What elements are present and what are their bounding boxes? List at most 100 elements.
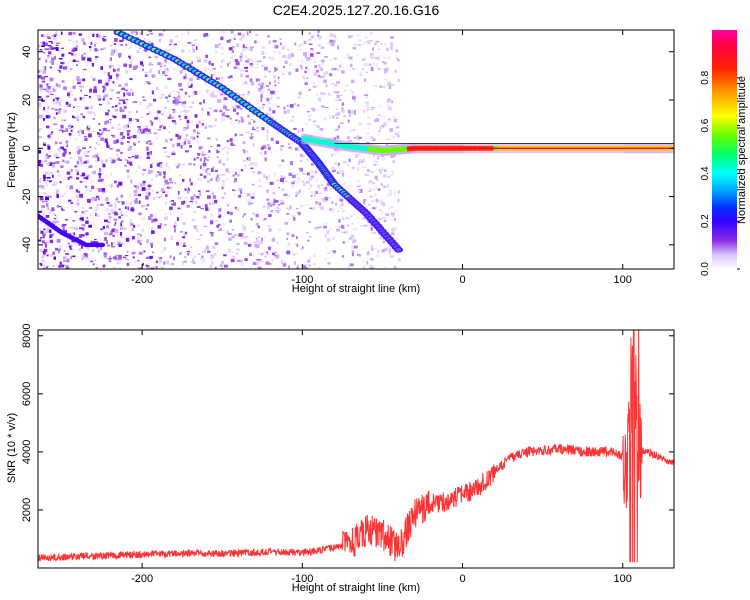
noise-cell: [398, 258, 401, 262]
noise-cell: [203, 99, 205, 104]
noise-cell: [118, 157, 120, 160]
noise-cell: [169, 178, 172, 181]
noise-cell: [70, 125, 74, 128]
noise-cell: [72, 59, 76, 63]
noise-cell: [388, 104, 391, 108]
noise-cell: [317, 30, 320, 34]
noise-cell: [136, 201, 139, 205]
noise-cell: [211, 261, 214, 265]
noise-cell: [367, 40, 371, 45]
noise-cell: [323, 79, 327, 83]
noise-cell: [250, 65, 254, 69]
noise-cell: [98, 175, 101, 179]
noise-cell: [112, 242, 115, 245]
noise-cell: [214, 118, 217, 122]
noise-cell: [203, 58, 208, 63]
noise-cell: [188, 188, 190, 192]
noise-cell: [331, 208, 335, 213]
noise-cell: [341, 216, 345, 219]
noise-cell: [209, 264, 213, 268]
noise-cell: [56, 42, 60, 44]
noise-cell: [52, 251, 55, 255]
noise-cell: [391, 46, 393, 50]
noise-cell: [196, 124, 199, 129]
noise-cell: [133, 224, 136, 228]
noise-cell: [151, 122, 154, 126]
noise-cell: [391, 100, 394, 104]
noise-cell: [182, 178, 185, 182]
noise-cell: [228, 40, 231, 44]
noise-cell: [342, 259, 345, 261]
noise-cell: [261, 219, 266, 221]
noise-cell: [69, 157, 73, 159]
noise-cell: [61, 80, 65, 83]
noise-cell: [210, 74, 213, 78]
noise-cell: [86, 174, 91, 177]
noise-cell: [42, 52, 46, 54]
noise-cell: [38, 43, 40, 46]
noise-cell: [193, 255, 197, 259]
noise-cell: [317, 74, 321, 78]
noise-cell: [118, 53, 122, 57]
noise-cell: [78, 156, 83, 160]
noise-cell: [113, 69, 117, 72]
noise-cell: [211, 63, 214, 66]
noise-cell: [68, 52, 72, 55]
noise-cell: [262, 237, 266, 239]
noise-cell: [296, 243, 299, 248]
noise-cell: [157, 62, 162, 66]
noise-cell: [162, 71, 166, 75]
noise-cell: [84, 256, 88, 259]
noise-cell: [120, 151, 123, 154]
noise-cell: [126, 130, 131, 133]
noise-cell: [159, 125, 164, 127]
noise-cell: [220, 36, 224, 41]
noise-cell: [336, 228, 340, 232]
noise-cell: [61, 130, 64, 133]
noise-cell: [274, 254, 277, 257]
noise-cell: [365, 71, 368, 73]
noise-cell: [261, 127, 265, 131]
noise-cell: [324, 235, 327, 239]
noise-cell: [122, 135, 126, 139]
noise-cell: [306, 158, 309, 161]
noise-cell: [341, 173, 345, 177]
noise-cell: [180, 49, 185, 53]
noise-cell: [39, 237, 43, 239]
noise-cell: [240, 58, 242, 62]
noise-cell: [157, 225, 162, 229]
noise-cell: [271, 259, 274, 262]
noise-cell: [244, 256, 248, 258]
noise-cell: [222, 147, 225, 150]
noise-cell: [178, 55, 181, 57]
noise-cell: [137, 233, 141, 235]
noise-cell: [55, 97, 60, 99]
noise-cell: [199, 234, 203, 236]
noise-cell: [156, 191, 159, 194]
noise-cell: [108, 57, 111, 61]
noise-cell: [231, 50, 234, 54]
noise-cell: [186, 124, 189, 128]
noise-cell: [116, 262, 120, 265]
noise-cell: [296, 60, 299, 62]
noise-cell: [319, 226, 322, 228]
noise-cell: [217, 212, 220, 216]
noise-cell: [210, 93, 214, 98]
noise-cell: [163, 151, 167, 153]
noise-cell: [72, 220, 76, 222]
noise-cell: [122, 99, 125, 102]
noise-cell: [369, 31, 373, 36]
noise-cell: [377, 67, 381, 70]
noise-cell: [65, 265, 69, 267]
noise-cell: [153, 196, 156, 200]
noise-cell: [55, 189, 59, 191]
noise-cell: [157, 223, 160, 225]
noise-cell: [127, 141, 130, 144]
noise-cell: [101, 131, 105, 134]
noise-cell: [179, 252, 182, 255]
noise-cell: [111, 242, 113, 246]
noise-cell: [280, 175, 284, 178]
noise-cell: [259, 258, 263, 261]
noise-cell: [334, 162, 337, 165]
noise-cell: [148, 63, 153, 66]
